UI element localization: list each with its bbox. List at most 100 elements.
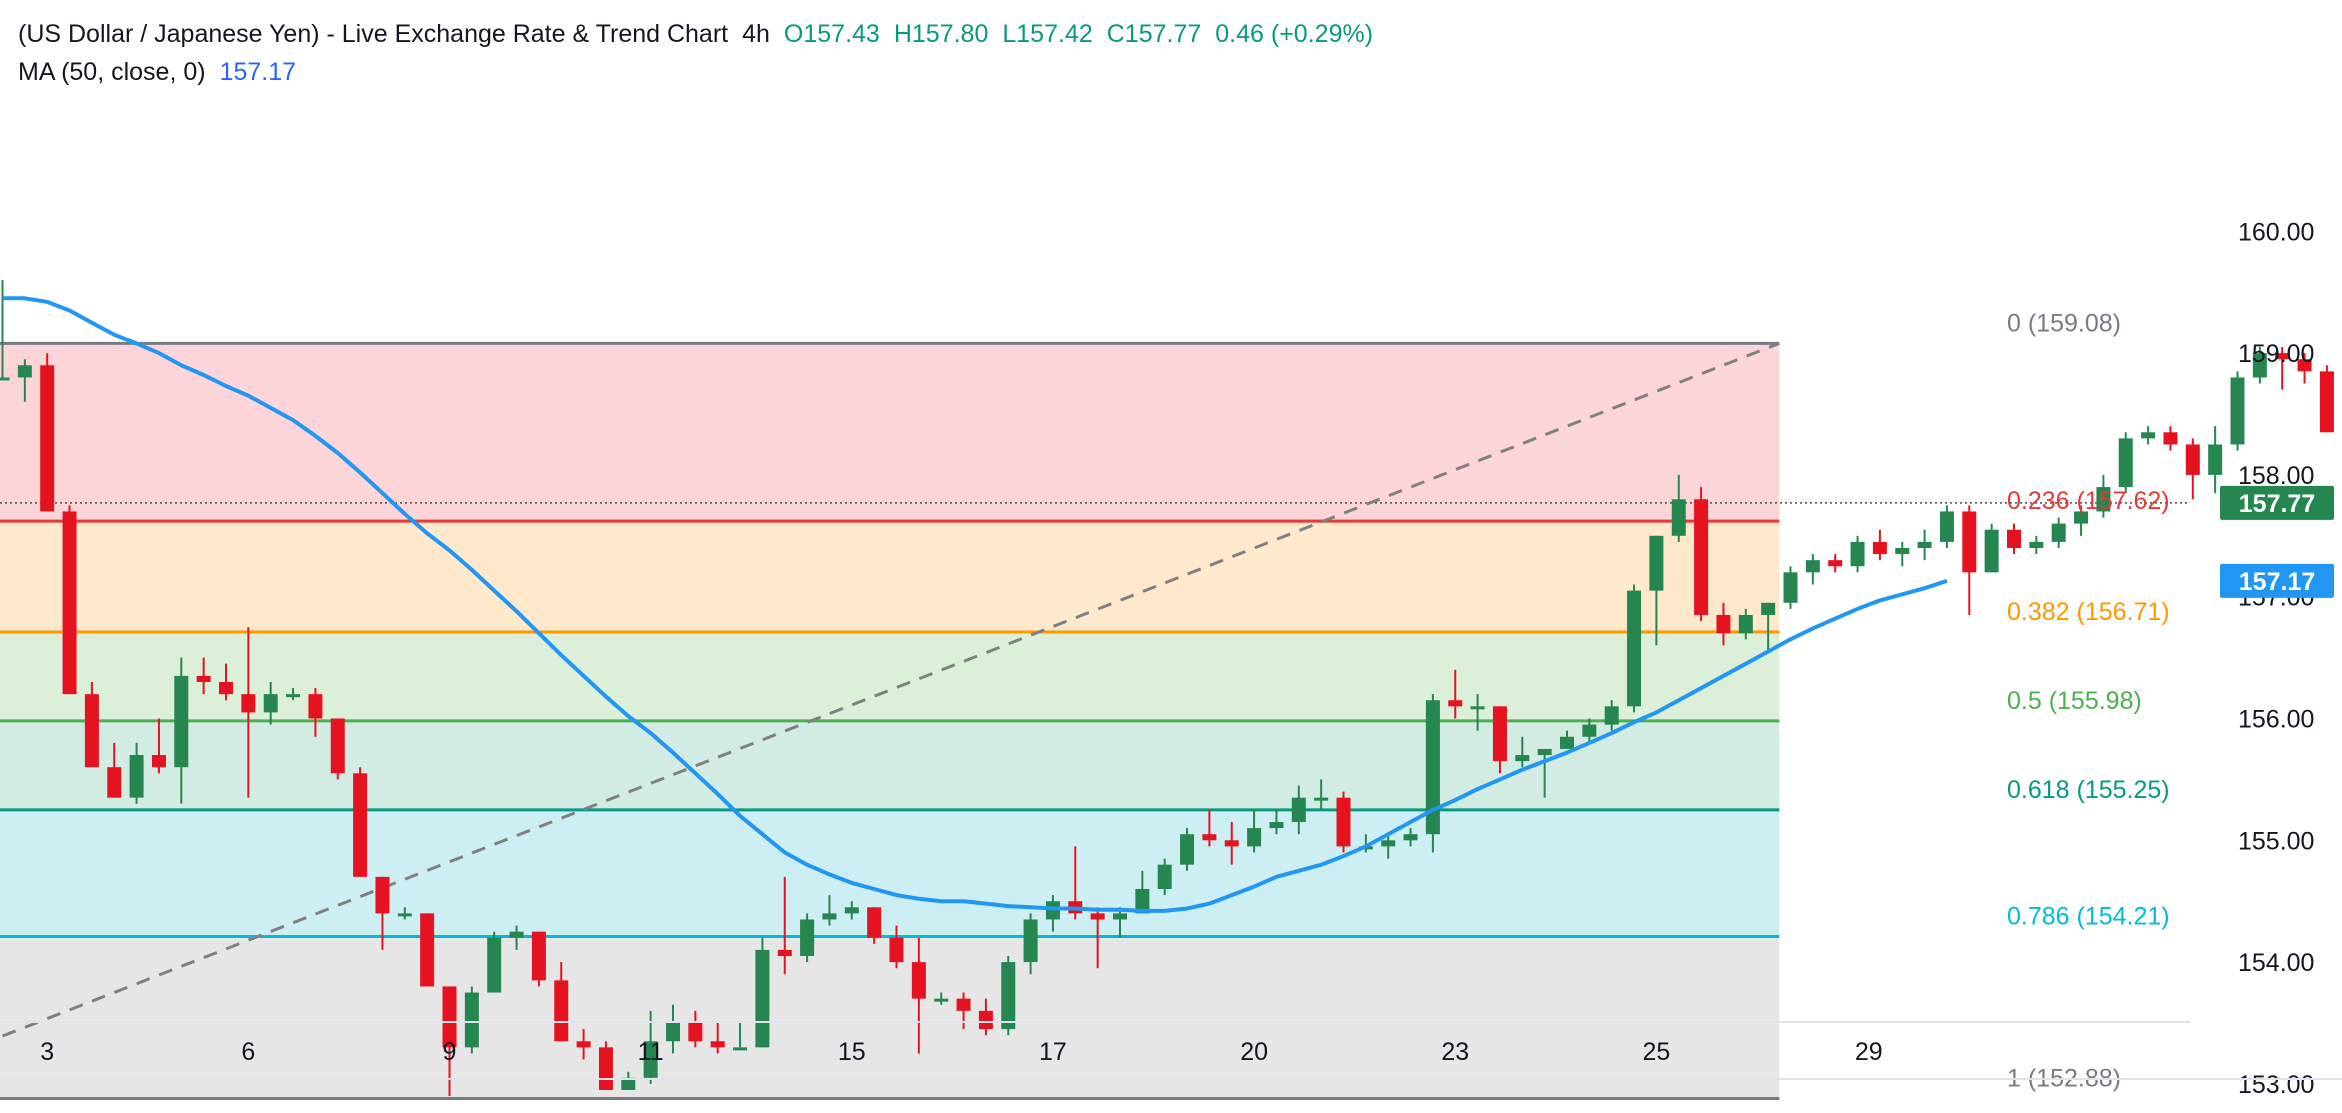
candle-body (1202, 834, 1217, 841)
candle (1269, 809, 1284, 835)
candle (531, 931, 546, 987)
candle-body (375, 876, 390, 914)
candle (1627, 584, 1642, 713)
candle (1023, 913, 1038, 975)
candle-body (353, 773, 368, 877)
candle (1403, 828, 1418, 847)
candle (1671, 474, 1686, 542)
candle-body (1917, 541, 1932, 548)
candle (263, 681, 278, 725)
candle-body (2074, 511, 2089, 524)
candle (1336, 791, 1351, 853)
fib-zone (0, 521, 1780, 633)
candle (1694, 487, 1709, 622)
fib-labels: 0 (159.08) 0.236 (157.62) 0.382 (156.71) 0.… (2007, 309, 2170, 1092)
fib-level-label: 0 (159.08) (2007, 309, 2121, 337)
last-price-badge: 157.77 (2220, 485, 2334, 520)
x-axis[interactable]: 3 6 9 11 15 17 20 23 25 29 (0, 1021, 2342, 1080)
y-axis[interactable]: 160.00159.00158.00157.00156.00155.00154.… (2238, 218, 2314, 1099)
candle (241, 627, 256, 798)
candle (2007, 523, 2021, 555)
candle (107, 742, 122, 798)
candle-body (1157, 864, 1172, 890)
candle (2118, 432, 2133, 494)
candle (2208, 426, 2223, 494)
candle (129, 742, 144, 804)
candle-body (107, 767, 122, 798)
candle (1962, 505, 1977, 615)
candle (889, 925, 904, 969)
x-tick-label: 25 (1642, 1038, 1670, 1066)
candle (2297, 353, 2312, 384)
candle (666, 1004, 680, 1054)
fib-zone (0, 809, 1780, 937)
ma-layer (2, 296, 1948, 913)
candle-body (1314, 797, 1329, 801)
candle (1470, 694, 1485, 731)
candle-body (1671, 499, 1686, 536)
candle (464, 986, 479, 1054)
candle (174, 657, 189, 804)
y-tick-label: 156.00 (2238, 706, 2314, 734)
candle-body (2007, 529, 2021, 548)
candle-body (1515, 755, 1530, 762)
high-value: H157.80 (893, 20, 989, 48)
candle-body (1738, 614, 1753, 634)
candle (84, 681, 99, 768)
candle (1560, 730, 1574, 749)
candle-body (442, 986, 457, 1048)
candle (219, 663, 233, 701)
candle-body (934, 998, 949, 1002)
candle-body (129, 755, 144, 798)
candle-body (1805, 560, 1820, 573)
candle-body (2163, 432, 2178, 445)
candle-body (1425, 700, 1440, 835)
candle (1604, 700, 1619, 731)
candle-body (1560, 736, 1574, 749)
candle (1381, 834, 1396, 859)
candle (1805, 554, 1820, 585)
candle-body (196, 675, 211, 682)
candle-body (1783, 572, 1798, 603)
candle (1291, 785, 1306, 835)
candle (2141, 426, 2156, 445)
candle (40, 353, 55, 512)
candle-body (1291, 797, 1306, 823)
candle-body (174, 675, 189, 768)
candle (1425, 694, 1440, 853)
candle-body (666, 1023, 680, 1042)
candle-body (1962, 511, 1977, 573)
candle-body (1269, 822, 1284, 829)
candle-body (1090, 913, 1105, 920)
x-tick-label: 15 (838, 1038, 866, 1066)
candle (2230, 371, 2245, 451)
candle-body (0, 377, 10, 381)
candle (2163, 426, 2178, 451)
candle (800, 913, 815, 963)
fib-zones (0, 343, 1780, 1099)
fib-level-label: 0.236 (157.62) (2007, 487, 2170, 515)
candle-body (1582, 724, 1597, 737)
candle (375, 876, 390, 950)
x-tick-label: 23 (1441, 1038, 1469, 1066)
candle-body (710, 1041, 725, 1048)
candle-body (1381, 840, 1396, 847)
ma-legend-value: 157.17 (219, 58, 297, 86)
x-tick-label: 17 (1039, 1038, 1067, 1066)
ma-badge: 157.17 (2220, 563, 2334, 598)
candle (397, 907, 412, 920)
candle (1783, 566, 1798, 609)
fib-level-label: 0.618 (155.25) (2007, 776, 2170, 804)
candle-body (2208, 444, 2223, 475)
candle (2275, 347, 2290, 390)
price-badges: 157.77 157.17 (2220, 485, 2334, 598)
candle-body (755, 949, 770, 1048)
candle (844, 901, 859, 920)
ma-legend-label: MA (50, close, 0) (18, 58, 206, 86)
last-price-badge-box (2220, 485, 2334, 520)
ma-legend[interactable]: MA (50, close, 0) 157.17 (18, 58, 310, 87)
candle (598, 1041, 613, 1090)
candle (1917, 529, 1932, 561)
candle (308, 688, 323, 737)
